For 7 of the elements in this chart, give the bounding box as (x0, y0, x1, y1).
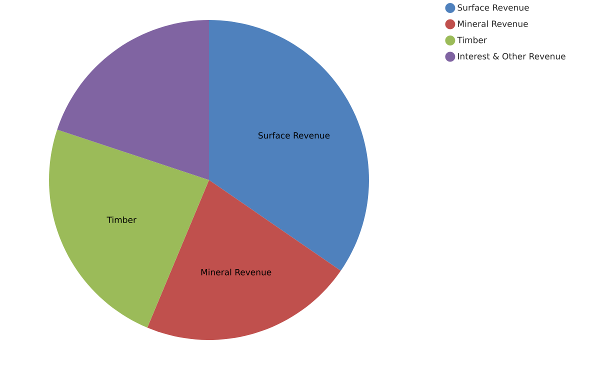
legend-label: Interest & Other Revenue (458, 52, 566, 60)
data-label: Timber (106, 216, 136, 224)
data-label: Surface Revenue (258, 132, 330, 139)
legend-label: Surface Revenue (458, 4, 529, 11)
data-label: Mineral Revenue (201, 268, 272, 276)
legend-label: Mineral Revenue (458, 20, 528, 28)
legend-label: Timber (457, 36, 487, 44)
